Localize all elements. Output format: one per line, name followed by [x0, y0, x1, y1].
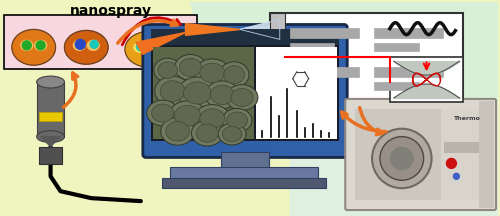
Ellipse shape [196, 124, 218, 142]
Bar [162, 178, 326, 188]
Polygon shape [136, 32, 186, 54]
Circle shape [380, 137, 424, 180]
Circle shape [390, 146, 413, 170]
Ellipse shape [21, 40, 32, 50]
Bar [270, 13, 285, 57]
Bar [170, 167, 318, 179]
Ellipse shape [36, 76, 64, 88]
Bar [38, 146, 62, 164]
Ellipse shape [36, 131, 64, 143]
Ellipse shape [158, 62, 178, 78]
Bar [390, 57, 464, 102]
Circle shape [76, 39, 86, 49]
Ellipse shape [222, 126, 242, 142]
Polygon shape [186, 24, 240, 35]
Bar [270, 57, 285, 102]
Circle shape [372, 129, 432, 188]
Ellipse shape [12, 29, 56, 65]
Bar [442, 109, 486, 200]
Ellipse shape [222, 108, 252, 132]
Bar [290, 67, 359, 77]
Ellipse shape [134, 42, 148, 52]
Bar [256, 47, 338, 139]
Polygon shape [240, 19, 280, 39]
Ellipse shape [147, 100, 178, 126]
Ellipse shape [180, 58, 202, 76]
Bar [290, 43, 335, 51]
Bar [374, 82, 418, 90]
Ellipse shape [200, 63, 225, 83]
Ellipse shape [219, 62, 249, 88]
Ellipse shape [226, 85, 258, 110]
Bar [151, 45, 340, 141]
Ellipse shape [178, 77, 218, 109]
Ellipse shape [224, 66, 244, 84]
Ellipse shape [174, 105, 201, 126]
Polygon shape [40, 137, 60, 146]
Bar [221, 152, 269, 168]
FancyBboxPatch shape [346, 99, 496, 210]
Ellipse shape [154, 76, 190, 106]
Bar [479, 101, 494, 208]
Ellipse shape [218, 123, 246, 145]
Circle shape [36, 41, 45, 50]
Ellipse shape [192, 120, 223, 146]
Polygon shape [190, 2, 498, 132]
Bar [290, 82, 335, 90]
Ellipse shape [160, 118, 194, 145]
Bar [151, 29, 340, 45]
Bar [153, 47, 254, 139]
Ellipse shape [166, 122, 190, 141]
Ellipse shape [64, 30, 108, 64]
Bar [270, 13, 464, 102]
Bar [355, 109, 486, 200]
Bar [374, 43, 418, 51]
FancyBboxPatch shape [143, 24, 347, 157]
Circle shape [136, 42, 145, 51]
Ellipse shape [34, 40, 46, 50]
Circle shape [22, 41, 31, 50]
Ellipse shape [194, 59, 230, 87]
Ellipse shape [88, 40, 99, 50]
Circle shape [90, 40, 98, 48]
Bar [4, 14, 198, 69]
Ellipse shape [125, 32, 172, 67]
Ellipse shape [210, 85, 234, 105]
Ellipse shape [194, 105, 230, 132]
Ellipse shape [226, 112, 248, 129]
Text: Thermo: Thermo [453, 116, 479, 121]
Ellipse shape [206, 81, 239, 109]
Ellipse shape [152, 104, 174, 122]
Circle shape [454, 173, 460, 179]
Ellipse shape [160, 81, 185, 102]
Bar [374, 67, 444, 77]
Bar [374, 28, 444, 38]
Ellipse shape [74, 40, 86, 50]
Ellipse shape [150, 42, 164, 52]
Ellipse shape [184, 82, 212, 104]
Ellipse shape [174, 54, 206, 80]
Ellipse shape [200, 109, 225, 128]
Bar [444, 141, 479, 154]
Bar [38, 112, 62, 121]
Circle shape [446, 159, 456, 168]
Bar [290, 107, 498, 216]
Ellipse shape [168, 101, 206, 131]
Circle shape [152, 42, 161, 51]
Ellipse shape [231, 89, 253, 106]
Ellipse shape [154, 58, 182, 82]
Bar [36, 82, 64, 137]
Bar [290, 28, 359, 38]
Text: nanospray: nanospray [70, 3, 152, 17]
